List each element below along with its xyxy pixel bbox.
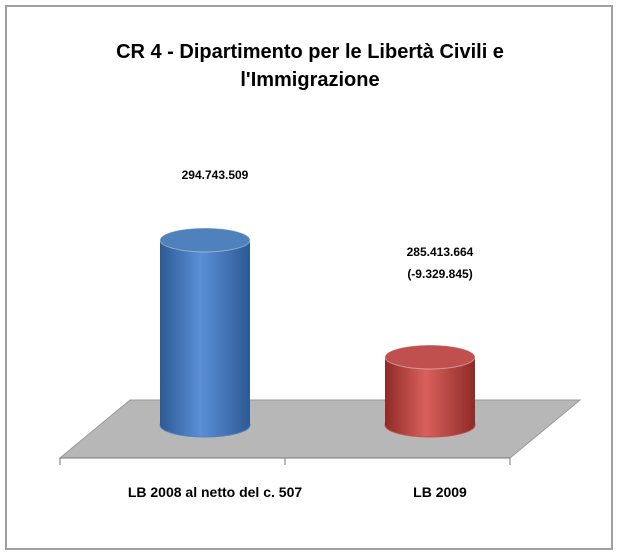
bar — [160, 239, 250, 425]
floor — [58, 399, 582, 459]
chart-title: CR 4 - Dipartimento per le Libertà Civil… — [116, 41, 504, 91]
value-label: 294.743.509 — [181, 167, 249, 182]
value-label: 285.413.664 — [406, 245, 474, 260]
annotation: (-9.329.845) — [407, 267, 473, 282]
x-tick-label: LB 2008 al netto del c. 507 — [127, 484, 303, 500]
x-tick-label: LB 2009 — [413, 484, 467, 500]
bar-top — [159, 227, 251, 253]
bar-top — [384, 344, 476, 370]
